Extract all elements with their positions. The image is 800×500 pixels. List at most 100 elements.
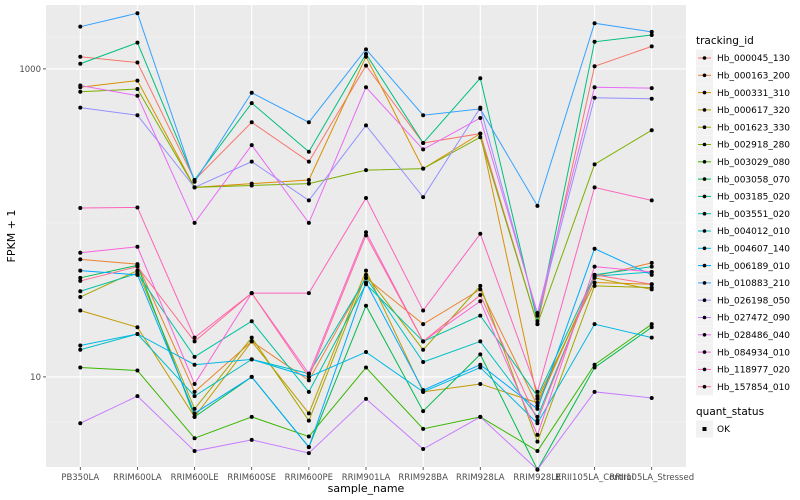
data-point	[192, 335, 197, 340]
data-point	[192, 362, 197, 367]
data-point	[135, 368, 140, 373]
data-point	[649, 44, 654, 49]
data-point	[78, 89, 83, 94]
data-point	[421, 359, 426, 364]
data-point	[249, 90, 254, 95]
data-point	[135, 272, 140, 277]
legend-shape-label: OK	[717, 425, 731, 435]
data-point	[592, 322, 597, 327]
data-point	[592, 280, 597, 285]
data-point	[592, 365, 597, 370]
data-point	[649, 285, 654, 290]
axis-layer: 10 1000 PB350LA RRIM600LA RRIM600LE RRIM600SE…	[19, 65, 694, 483]
data-point	[478, 313, 483, 318]
legend-label: Hb_000617_320	[717, 106, 790, 116]
data-point	[135, 268, 140, 273]
data-point	[364, 396, 368, 401]
data-point	[649, 269, 654, 274]
data-point	[78, 268, 83, 273]
x-tick-label: RRIM928BA	[398, 473, 448, 483]
data-point	[592, 39, 597, 44]
legend-label: Hb_000045_130	[717, 54, 790, 64]
legend-key-point	[702, 384, 707, 389]
x-tick-label: RRIM600SE	[227, 473, 276, 483]
y-axis-title: FPKM + 1	[5, 210, 18, 263]
data-point	[249, 120, 254, 125]
legend-label: Hb_027472_090	[717, 314, 790, 324]
data-point	[78, 61, 83, 66]
legend-label: Hb_010883_210	[717, 279, 790, 289]
data-point	[364, 63, 368, 68]
data-point	[192, 449, 197, 454]
data-point	[78, 24, 83, 29]
data-point	[249, 183, 254, 188]
data-point	[535, 203, 540, 208]
data-point	[78, 365, 83, 370]
data-point	[535, 322, 540, 327]
data-point	[135, 87, 140, 92]
data-point	[364, 272, 368, 277]
legend-label: Hb_003185_020	[717, 193, 790, 203]
legend-key-point	[702, 281, 707, 285]
legend-label: Hb_003551_020	[717, 210, 790, 220]
x-tick-label: RRII105LA_Control	[555, 473, 634, 483]
data-point	[192, 339, 197, 344]
legend-key-point	[702, 90, 707, 95]
data-point	[535, 311, 540, 315]
data-point	[192, 354, 197, 359]
data-point	[535, 439, 540, 444]
data-point	[535, 432, 540, 437]
data-point	[421, 409, 426, 414]
legend-label: Hb_002918_280	[717, 141, 790, 151]
data-point	[249, 335, 254, 340]
x-tick-label: RRIM600PE	[285, 473, 333, 483]
data-point	[135, 205, 140, 210]
data-point	[592, 162, 597, 167]
data-point	[478, 362, 483, 367]
data-point	[478, 135, 483, 140]
data-point	[421, 141, 426, 146]
legend-label: Hb_000163_200	[717, 72, 790, 82]
data-point	[78, 54, 83, 59]
data-point	[649, 264, 654, 269]
legend-key-point	[702, 73, 707, 78]
data-point	[135, 113, 140, 118]
data-point	[478, 299, 483, 304]
data-point	[535, 406, 540, 411]
data-point	[421, 195, 426, 200]
data-point	[649, 325, 654, 330]
data-point	[135, 11, 140, 16]
data-point	[249, 319, 254, 324]
data-point	[364, 168, 368, 173]
legend-key-point	[702, 333, 707, 337]
x-tick-label: RRIM600LA	[113, 473, 162, 483]
data-point	[649, 272, 654, 277]
data-point	[364, 268, 368, 273]
data-point	[135, 93, 140, 98]
x-tick-label: RRIM928LE	[513, 473, 561, 483]
data-point	[649, 29, 654, 34]
data-point	[192, 389, 197, 394]
data-point	[364, 123, 368, 128]
data-point	[535, 319, 540, 324]
data-point	[192, 179, 197, 184]
legend-key-point	[702, 229, 707, 233]
legend-key-point	[702, 194, 707, 199]
data-point	[649, 198, 654, 203]
legend-shape-key	[702, 427, 707, 431]
data-point	[135, 244, 140, 249]
x-tick-label: RRIM928LA	[456, 473, 505, 483]
x-tick-label: RRII105LA_Stressed	[609, 473, 694, 483]
data-point	[249, 357, 254, 362]
data-point	[478, 293, 483, 298]
data-point	[478, 352, 483, 357]
data-point	[135, 40, 140, 45]
data-point	[306, 177, 311, 182]
data-point	[649, 322, 654, 327]
data-point	[249, 339, 254, 344]
data-point	[535, 414, 540, 419]
data-point	[478, 131, 483, 136]
legend-label: Hb_003029_080	[717, 158, 790, 168]
data-point	[78, 105, 83, 110]
